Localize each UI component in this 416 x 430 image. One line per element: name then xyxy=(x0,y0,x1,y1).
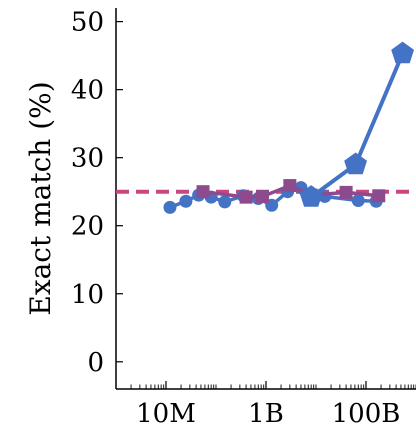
x-tick-label: 100B xyxy=(332,399,401,429)
y-tick-label: 0 xyxy=(87,348,104,378)
series-pentagon xyxy=(299,41,414,207)
y-tick-label: 40 xyxy=(71,76,104,106)
y-tick-label: 20 xyxy=(71,212,104,242)
data-point xyxy=(239,190,253,204)
data-point xyxy=(372,189,386,203)
data-point xyxy=(179,194,193,208)
data-point xyxy=(196,185,210,199)
data-point xyxy=(283,179,297,193)
y-axis-title: Exact match (%) xyxy=(24,81,57,315)
data-point xyxy=(351,194,365,208)
data-point xyxy=(344,152,367,175)
data-point xyxy=(339,185,353,199)
data-point xyxy=(255,189,269,203)
data-point xyxy=(299,185,323,207)
x-tick-label: 10M xyxy=(136,399,196,429)
x-ticks: 10M 1B 100B xyxy=(115,381,416,429)
data-point xyxy=(218,195,232,209)
y-tick-label: 10 xyxy=(71,280,104,310)
x-tick-label: 1B xyxy=(248,399,284,429)
data-point xyxy=(163,200,177,214)
series-line xyxy=(310,52,405,199)
y-ticks: 0 10 20 30 40 50 xyxy=(71,8,123,378)
series-layer xyxy=(163,41,414,214)
data-point xyxy=(391,41,414,64)
y-tick-label: 30 xyxy=(71,144,104,174)
y-tick-label: 50 xyxy=(71,8,104,38)
